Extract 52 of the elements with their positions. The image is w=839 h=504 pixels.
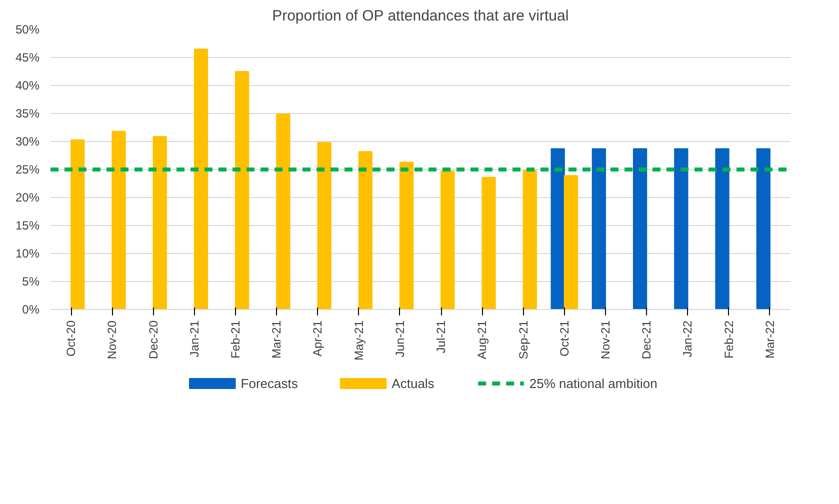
y-tick-label: 5% <box>22 274 40 288</box>
x-tick-label: Dec-21 <box>640 320 654 360</box>
bar <box>235 71 250 310</box>
x-tick-label: Aug-21 <box>475 320 490 360</box>
x-tick-label: Dec-20 <box>146 320 160 360</box>
y-tick-label: 25% <box>15 162 40 176</box>
x-tick-label: Sep-21 <box>516 320 530 360</box>
y-tick-label: 10% <box>15 246 40 260</box>
y-tick-label: 40% <box>15 78 40 92</box>
x-tick-label: Oct-21 <box>557 320 572 357</box>
x-tick-label: Jun-21 <box>392 320 407 358</box>
x-tick-label: Oct-20 <box>64 320 78 357</box>
bar <box>550 148 565 310</box>
y-tick-label: 35% <box>15 106 40 120</box>
x-tick-label: Jan-22 <box>680 320 695 358</box>
bar <box>399 162 414 310</box>
bar <box>715 148 730 310</box>
x-tick-label: Feb-21 <box>228 320 242 359</box>
x-tick-label: Mar-22 <box>762 320 777 359</box>
bar <box>674 148 688 310</box>
x-tick-label: May-21 <box>352 320 366 361</box>
bar <box>276 114 290 310</box>
y-tick-label: 50% <box>15 22 40 36</box>
bar <box>194 48 208 310</box>
x-tick-label: Jan-21 <box>187 320 202 358</box>
y-tick-label: 30% <box>15 134 40 148</box>
chart-title: Proportion of OP attendances that are virtual <box>272 8 569 24</box>
y-tick-label: 45% <box>15 50 40 64</box>
bar <box>522 170 537 310</box>
bar <box>632 148 648 310</box>
x-tick-label: Apr-21 <box>310 320 325 357</box>
legend-label: Forecasts <box>240 376 298 391</box>
legend-label: 25% national ambition <box>529 376 658 391</box>
y-tick-label: 15% <box>15 218 40 232</box>
bar <box>358 151 372 310</box>
bar <box>482 176 496 310</box>
bar <box>592 148 606 310</box>
bar <box>112 130 126 310</box>
legend-label: Actuals <box>392 376 435 391</box>
bar <box>70 139 85 310</box>
bar <box>756 148 770 310</box>
x-tick-label: Nov-21 <box>598 320 612 360</box>
bar <box>152 136 167 310</box>
x-tick-label: Jul-21 <box>434 320 448 354</box>
y-tick-label: 0% <box>22 302 40 316</box>
bar <box>564 175 578 310</box>
bar <box>317 142 332 310</box>
bar <box>440 170 455 310</box>
y-tick-label: 20% <box>15 190 40 204</box>
x-tick-label: Nov-20 <box>105 320 120 360</box>
x-tick-label: Mar-21 <box>270 320 284 359</box>
x-tick-label: Feb-22 <box>722 320 736 359</box>
